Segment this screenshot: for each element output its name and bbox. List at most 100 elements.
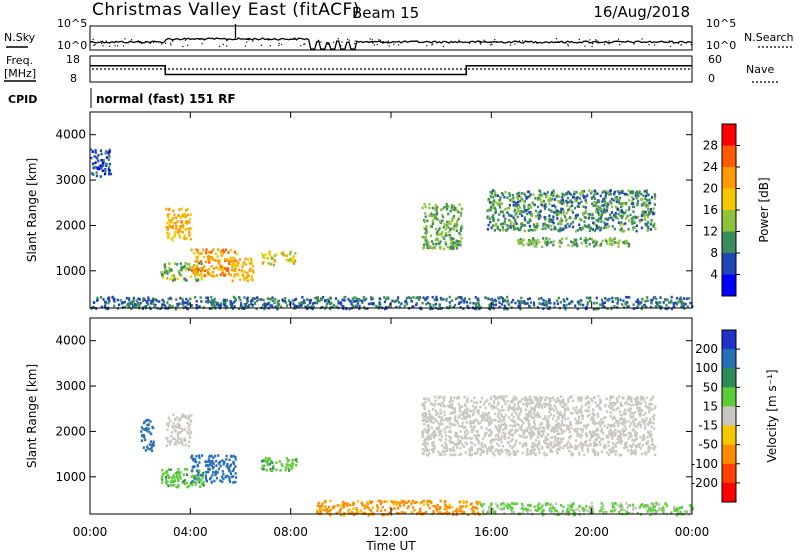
data-cell — [275, 461, 278, 464]
data-cell — [496, 227, 499, 230]
data-cell — [550, 193, 553, 197]
data-cell — [432, 447, 436, 451]
data-cell — [429, 415, 432, 419]
data-cell — [536, 504, 539, 507]
data-cell — [288, 258, 292, 261]
data-cell — [364, 512, 367, 515]
data-cell — [444, 438, 447, 441]
data-cell — [510, 413, 513, 416]
data-cell — [527, 221, 530, 224]
data-cell — [602, 303, 605, 307]
data-cell — [194, 460, 197, 464]
data-cell — [605, 209, 608, 212]
noise-search-point — [226, 40, 228, 42]
data-cell — [425, 239, 428, 242]
data-cell — [456, 510, 459, 514]
data-cell — [629, 444, 632, 447]
data-cell — [638, 442, 641, 446]
data-cell — [641, 420, 644, 423]
data-cell — [263, 302, 266, 306]
data-cell — [169, 468, 172, 472]
data-cell — [289, 260, 292, 263]
data-cell — [435, 298, 438, 301]
data-cell — [449, 453, 452, 457]
data-cell — [587, 212, 590, 216]
data-cell — [196, 463, 199, 467]
data-cell — [586, 414, 589, 418]
data-cell — [662, 510, 665, 514]
data-cell — [583, 453, 586, 457]
data-cell — [494, 419, 497, 422]
data-cell — [250, 302, 253, 305]
data-cell — [520, 192, 523, 195]
data-cell — [630, 195, 633, 199]
data-cell — [579, 442, 582, 446]
data-cell — [611, 225, 614, 228]
data-cell — [515, 412, 518, 415]
data-cell — [550, 218, 553, 222]
data-cell — [123, 300, 126, 304]
data-cell — [94, 165, 97, 169]
data-cell — [593, 222, 596, 225]
data-cell — [464, 451, 467, 454]
data-cell — [441, 213, 444, 217]
data-cell — [453, 434, 456, 437]
noise-search-point — [641, 38, 643, 40]
noise-search-point — [557, 41, 559, 43]
data-cell — [383, 300, 386, 304]
data-cell — [101, 164, 104, 168]
data-cell — [549, 196, 552, 200]
data-cell — [609, 425, 612, 428]
data-cell — [437, 412, 440, 415]
noise-search-label: N.Search — [744, 31, 794, 44]
data-cell — [584, 216, 587, 219]
data-cell — [588, 215, 591, 218]
data-cell — [207, 460, 210, 463]
data-cell — [551, 396, 554, 399]
data-cell — [631, 450, 634, 453]
data-cell — [621, 204, 624, 207]
data-cell — [94, 149, 97, 152]
data-cell — [246, 271, 249, 275]
data-cell — [629, 404, 632, 407]
data-cell — [224, 475, 227, 479]
data-cell — [529, 411, 532, 414]
data-cell — [186, 485, 189, 489]
data-cell — [452, 237, 455, 241]
data-cell — [164, 266, 167, 269]
data-cell — [606, 410, 609, 413]
data-cell — [576, 300, 579, 304]
data-cell — [484, 445, 487, 449]
data-cell — [536, 411, 539, 415]
data-cell — [468, 453, 471, 456]
data-cell — [526, 448, 529, 451]
data-cell — [515, 203, 518, 206]
data-cell — [165, 477, 168, 481]
data-cell — [238, 258, 241, 261]
data-cell — [499, 296, 502, 299]
data-cell — [546, 303, 549, 306]
data-cell — [240, 302, 243, 305]
data-cell — [198, 273, 202, 277]
data-cell — [619, 502, 622, 505]
data-cell — [163, 269, 166, 272]
data-cell — [450, 406, 453, 409]
data-cell — [554, 442, 557, 446]
data-cell — [485, 413, 488, 417]
data-cell — [187, 299, 190, 303]
data-cell — [543, 402, 546, 405]
data-cell — [489, 447, 493, 450]
data-cell — [646, 504, 649, 507]
data-cell — [280, 252, 283, 255]
data-cell — [575, 216, 578, 220]
data-cell — [462, 499, 465, 503]
data-cell — [564, 215, 567, 218]
data-cell — [534, 405, 537, 408]
data-cell — [537, 297, 541, 301]
data-cell — [356, 499, 360, 503]
data-cell — [233, 259, 236, 263]
data-cell — [214, 252, 218, 256]
data-cell — [165, 269, 168, 273]
data-cell — [167, 225, 170, 229]
data-cell — [584, 209, 588, 213]
